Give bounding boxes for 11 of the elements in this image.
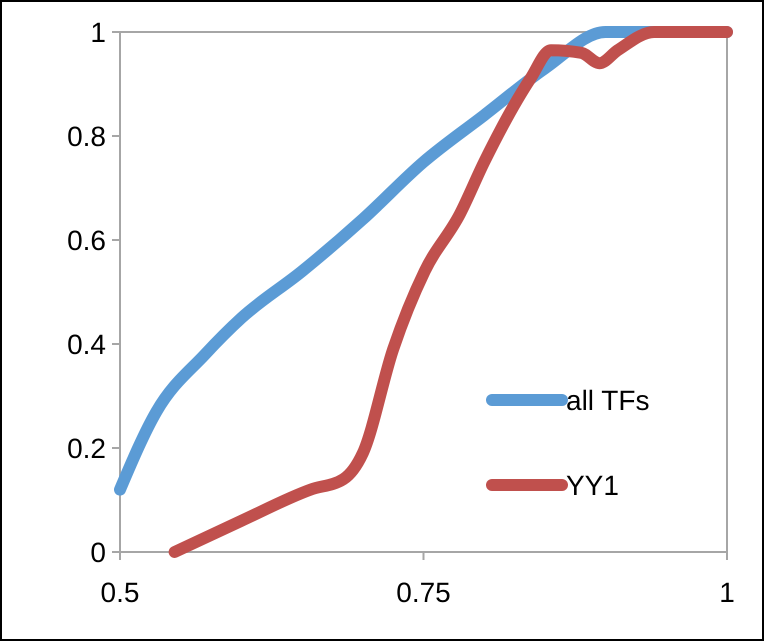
y-tick-label: 0.2 xyxy=(67,432,106,464)
y-tick-label: 0.4 xyxy=(67,328,106,360)
y-tick-label: 1 xyxy=(90,16,106,48)
y-tick-label: 0.8 xyxy=(67,120,106,152)
legend-label: YY1 xyxy=(566,470,619,501)
y-tick-label: 0 xyxy=(90,536,106,568)
x-tick-label: 0.5 xyxy=(100,577,140,608)
x-tick-label: 1 xyxy=(719,577,735,608)
x-tick-label: 0.75 xyxy=(396,577,451,608)
legend-label: all TFs xyxy=(566,384,650,416)
y-tick-label: 0.6 xyxy=(67,224,106,256)
